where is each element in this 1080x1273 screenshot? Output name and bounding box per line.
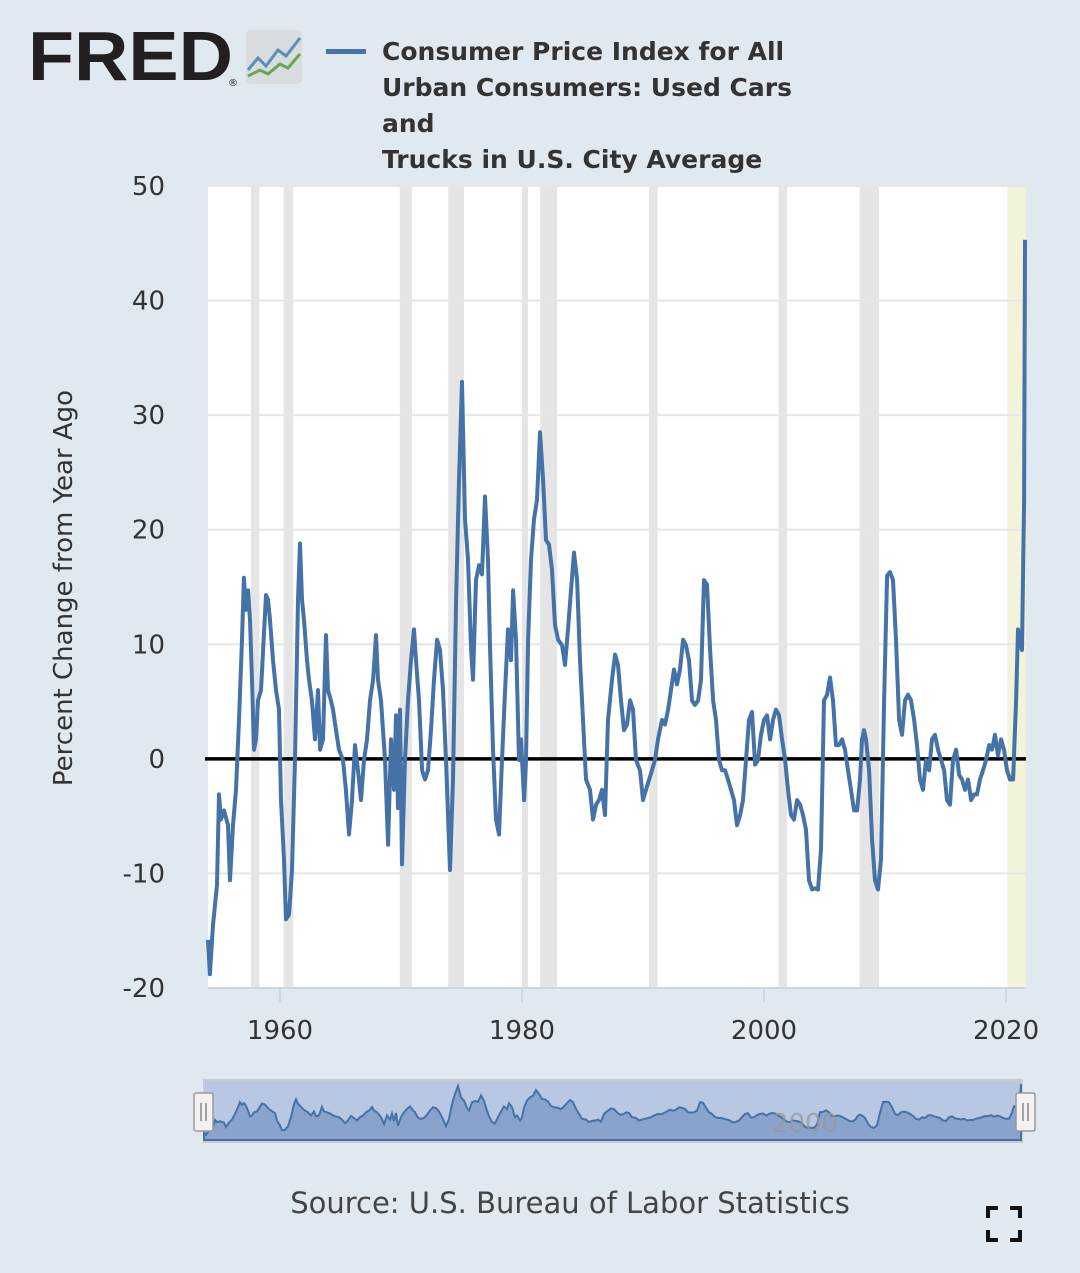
registered-mark: ® — [228, 78, 238, 88]
y-tick-label: -20 — [123, 974, 165, 1004]
recession-band — [250, 186, 260, 988]
fred-logo[interactable]: FRED ® — [28, 24, 308, 88]
source-note: Source: U.S. Bureau of Labor Statistics — [290, 1186, 850, 1220]
x-tick-label: 2020 — [973, 1016, 1039, 1046]
y-tick-label: 0 — [148, 745, 165, 775]
navigator-handle-left[interactable] — [193, 1092, 214, 1132]
range-navigator[interactable]: 2000 — [193, 1079, 1036, 1143]
y-tick-label: 40 — [132, 287, 165, 317]
recession-band — [778, 186, 788, 988]
recession-band — [522, 186, 529, 988]
legend-line-3: Trucks in U.S. City Average — [382, 145, 763, 174]
y-tick-label: 20 — [132, 516, 165, 546]
series-line[interactable] — [206, 239, 1027, 977]
navigator-handle-right[interactable] — [1015, 1092, 1036, 1132]
y-tick-label: 10 — [132, 630, 165, 660]
recession-band — [859, 186, 879, 988]
legend-line-1: Consumer Price Index for All — [382, 37, 785, 66]
fred-logo-text: FRED — [28, 24, 233, 88]
recession-band — [399, 186, 412, 988]
x-tick-label: 1980 — [489, 1016, 555, 1046]
recession-band — [649, 186, 658, 988]
navigator-label: 2000 — [772, 1109, 838, 1139]
y-tick-label: 30 — [132, 401, 165, 431]
navigator-series-area — [203, 1082, 1023, 1141]
y-tick-label: -10 — [123, 859, 165, 889]
x-tick-label: 2000 — [731, 1016, 797, 1046]
legend-series-swatch — [326, 49, 366, 54]
fullscreen-icon[interactable] — [986, 1206, 1022, 1242]
x-tick-label: 1960 — [247, 1016, 313, 1046]
recession-band — [283, 186, 294, 988]
plot-area — [208, 186, 1026, 988]
current-period-band — [1007, 186, 1026, 988]
y-axis-title: Percent Change from Year Ago — [49, 390, 79, 786]
legend-line-2: Urban Consumers: Used Cars and — [382, 73, 792, 138]
recession-band — [540, 186, 558, 988]
fred-chart-icon — [246, 30, 302, 84]
y-tick-label: 50 — [132, 172, 165, 202]
legend-series-label[interactable]: Consumer Price Index for All Urban Consu… — [382, 34, 822, 178]
